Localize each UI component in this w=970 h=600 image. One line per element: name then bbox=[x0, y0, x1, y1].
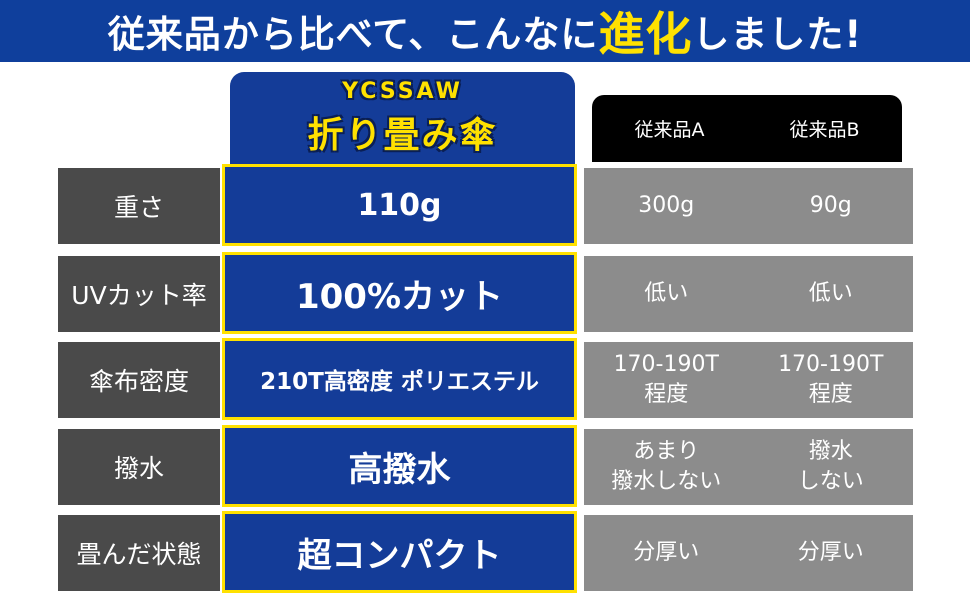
row-fabric-density: 傘布密度 210T高密度 ポリエステル 170-190T 程度 170-190T… bbox=[58, 338, 913, 420]
competitor-a-value: 低い bbox=[644, 281, 689, 306]
competitor-header: 従来品A 従来品B bbox=[592, 95, 902, 162]
our-value: 210T高密度 ポリエステル bbox=[222, 338, 577, 420]
competitor-b-heading: 従来品B bbox=[789, 119, 860, 141]
competitor-a-value: あまり 撥水しない bbox=[611, 439, 722, 494]
competitor-values: あまり 撥水しない 撥水 しない bbox=[584, 429, 913, 505]
row-water-repellency: 撥水 高撥水 あまり 撥水しない 撥水 しない bbox=[58, 425, 913, 507]
headline-highlight: 進化 bbox=[598, 7, 693, 61]
row-weight: 重さ 110g 300g 90g bbox=[58, 164, 913, 246]
competitor-a-heading: 従来品A bbox=[634, 119, 705, 141]
row-folded-state: 畳んだ状態 超コンパクト 分厚い 分厚い bbox=[58, 511, 913, 593]
row-label: 重さ bbox=[58, 168, 220, 244]
our-value: 100%カット bbox=[222, 252, 577, 334]
competitor-b-value: 分厚い bbox=[797, 540, 864, 565]
competitor-a-value: 分厚い bbox=[633, 540, 700, 565]
headline-banner: 従来品から比べて、こんなに 進化 しました! bbox=[0, 0, 970, 62]
product-name: 折り畳み傘 bbox=[307, 114, 498, 156]
row-label: 畳んだ状態 bbox=[58, 515, 220, 591]
headline-text-2: しました! bbox=[692, 13, 863, 56]
competitor-b-value: 低い bbox=[808, 281, 853, 306]
competitor-values: 170-190T 程度 170-190T 程度 bbox=[584, 342, 913, 418]
brand-name: YCSSAW bbox=[342, 78, 463, 104]
competitor-values: 分厚い 分厚い bbox=[584, 515, 913, 591]
competitor-b-value: 撥水 しない bbox=[797, 439, 864, 494]
row-label: UVカット率 bbox=[58, 256, 220, 332]
row-label: 撥水 bbox=[58, 429, 220, 505]
competitor-a-value: 300g bbox=[638, 193, 695, 218]
competitor-b-value: 170-190T 程度 bbox=[778, 352, 884, 407]
row-uv-cut: UVカット率 100%カット 低い 低い bbox=[58, 252, 913, 334]
our-value: 超コンパクト bbox=[222, 511, 577, 593]
row-label: 傘布密度 bbox=[58, 342, 220, 418]
our-value: 高撥水 bbox=[222, 425, 577, 507]
our-value: 110g bbox=[222, 164, 577, 246]
competitor-values: 300g 90g bbox=[584, 168, 913, 244]
competitor-values: 低い 低い bbox=[584, 256, 913, 332]
headline-text-1: 従来品から比べて、こんなに bbox=[107, 13, 599, 56]
competitor-a-value: 170-190T 程度 bbox=[613, 352, 719, 407]
competitor-b-value: 90g bbox=[809, 193, 852, 218]
product-header: YCSSAW 折り畳み傘 bbox=[230, 72, 575, 164]
